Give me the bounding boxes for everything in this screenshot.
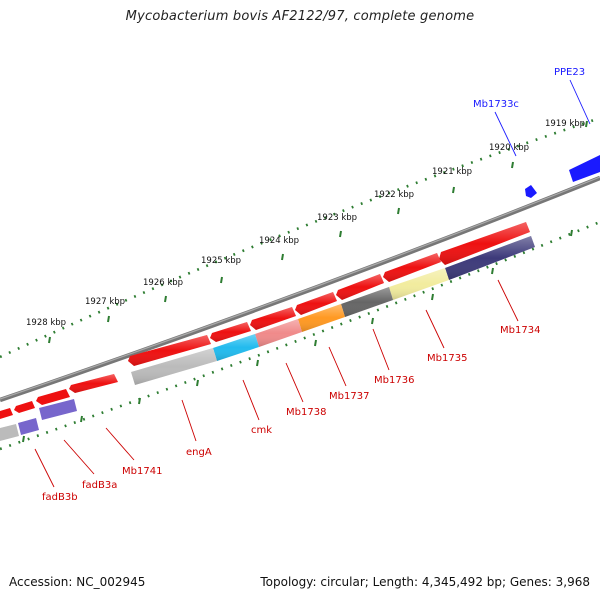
ruler-inner-arc: [0, 220, 600, 451]
gene-fadB3a: [39, 399, 77, 420]
gene-label-Mb1734: Mb1734: [500, 325, 540, 336]
cds-arrow: [36, 389, 70, 405]
ruler-inner-major-ticks: [22, 229, 573, 443]
ruler-tick-label: 1926 kbp: [143, 278, 183, 288]
genome-backbone: [0, 175, 600, 403]
cds-arrow: [0, 408, 13, 419]
gene-label-Mb1733c: Mb1733c: [473, 99, 519, 110]
gene-PPE23: [569, 155, 600, 182]
gene-fadB3c: [0, 424, 19, 441]
ruler-tick-label: 1925 kbp: [201, 256, 241, 266]
gene-label-cmk: cmk: [251, 425, 272, 436]
gene-label-Mb1735: Mb1735: [427, 353, 467, 364]
gene-Mb1733c: [525, 185, 537, 198]
ruler-tick-label: 1919 kbp: [545, 119, 585, 129]
ruler-tick-label: 1922 kbp: [374, 190, 414, 200]
gene-label-Mb1741: Mb1741: [122, 466, 162, 477]
accession-text: Accession: NC_002945: [9, 575, 146, 589]
map-title: Mycobacterium bovis AF2122/97, complete …: [125, 9, 475, 24]
ruler-tick-label: 1923 kbp: [317, 213, 357, 223]
gene-label-engA: engA: [186, 447, 212, 458]
ruler-major-ticks: [48, 120, 588, 344]
gene-label-Mb1737: Mb1737: [329, 391, 369, 402]
ruler-tick-label: 1921 kbp: [432, 167, 472, 177]
ruler-tick-label: 1928 kbp: [26, 318, 66, 328]
ruler-tick-label: 1927 kbp: [85, 297, 125, 307]
gene-label-Mb1736: Mb1736: [374, 375, 414, 386]
ruler-tick-label: 1924 kbp: [259, 236, 299, 246]
gene-label-fadB3a: fadB3a: [82, 480, 117, 491]
gene-label-Mb1738: Mb1738: [286, 407, 326, 418]
gene-label-fadB3b: fadB3b: [42, 492, 78, 503]
gene-fadB3b: [18, 418, 39, 435]
ruler-tick-label: 1920 kbp: [489, 143, 529, 153]
gene-label-PPE23: PPE23: [554, 67, 585, 78]
cds-arrow: [14, 401, 35, 413]
genome-summary-text: Topology: circular; Length: 4,345,492 bp…: [260, 575, 590, 589]
